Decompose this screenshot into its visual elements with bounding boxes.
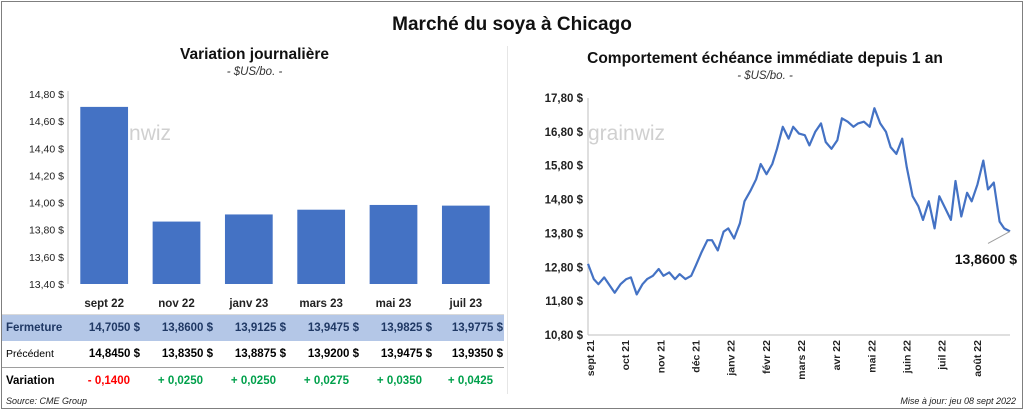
line-chart-title: Comportement échéance immédiate depuis 1… [587,50,943,67]
bar [152,221,201,284]
fermeture-cell: 13,8600 $ [161,322,213,334]
x-tick-label: mars 23 [299,298,342,310]
x-tick-label: oct 21 [620,340,632,371]
variation-cell: - 0,1400 [87,375,130,387]
x-tick-label: juil 22 [937,340,949,371]
x-tick-label: déc 21 [691,340,703,373]
table-row-fermeture: Fermeture 14,7050 $ 13,8600 $ 13,9125 $ … [2,315,504,341]
y-tick-label: 14,40 $ [29,143,64,155]
y-tick-label: 13,40 $ [29,279,64,291]
panel-divider [507,46,508,394]
table-row-variation: Variation - 0,1400 + 0,0250 + 0,0250 + 0… [2,368,504,394]
table-divider [2,314,504,315]
bar [369,204,418,284]
y-tick-label: 14,80 $ [545,195,584,207]
x-tick-label: avr 22 [831,340,843,371]
x-tick-label: janv 23 [228,298,268,310]
x-tick-label: juin 22 [902,340,914,374]
precedent-cell: 14,8450 $ [88,348,140,360]
fermeture-cell: 13,9125 $ [234,322,286,334]
x-tick-label: août 22 [972,340,984,377]
precedent-cell: 13,8875 $ [234,348,286,360]
x-tick-label: nov 22 [158,298,194,310]
x-tick-label: janv 22 [726,340,738,377]
y-tick-label: 12,80 $ [545,262,584,274]
precedent-cell: 13,9350 $ [451,348,503,360]
fermeture-cell: 13,9775 $ [451,322,503,334]
last-value-label: 13,8600 $ [955,251,1017,267]
bar [80,106,129,285]
y-tick-label: 11,80 $ [545,296,583,308]
updated-note: Mise à jour: jeu 08 sept 2022 [900,396,1016,406]
x-tick-label: juil 23 [449,298,483,310]
row-label-variation: Variation [6,375,55,387]
bar-chart-units: - $US/bo. - [226,66,283,78]
fermeture-cell: 13,9475 $ [307,322,359,334]
y-tick-label: 14,80 $ [29,89,64,101]
fermeture-cell: 14,7050 $ [88,322,140,334]
row-label-fermeture: Fermeture [6,322,63,334]
bar-chart: grainwiz 13,40 $13,60 $13,80 $14,00 $14,… [29,89,490,310]
y-tick-label: 16,80 $ [545,127,584,139]
variation-cell: + 0,0350 [376,375,422,387]
row-label-precedent: Précédent [6,348,54,360]
y-tick-label: 14,00 $ [29,198,64,210]
price-table: Fermeture 14,7050 $ 13,8600 $ 13,9125 $ … [2,315,504,394]
x-tick-label: mai 22 [866,340,878,373]
x-tick-label: sept 21 [585,340,597,376]
variation-cell: + 0,0425 [447,375,493,387]
bar [297,209,346,284]
bar [224,214,273,284]
x-tick-label: sept 22 [84,298,124,310]
precedent-cell: 13,8350 $ [161,348,213,360]
y-tick-label: 13,80 $ [29,225,64,237]
x-tick-label: mai 23 [376,298,412,310]
bar [441,205,490,284]
bar-chart-title: Variation journalière [179,46,330,63]
variation-cell: + 0,0250 [230,375,276,387]
table-row-precedent: Précédent 14,8450 $ 13,8350 $ 13,8875 $ … [2,341,504,368]
x-tick-label: nov 21 [655,340,667,373]
page-title: Marché du soya à Chicago [392,14,632,35]
y-tick-label: 17,80 $ [545,93,584,105]
line-chart-units: - $US/bo. - [737,70,793,82]
precedent-cell: 13,9200 $ [307,348,359,360]
variation-cell: + 0,0275 [303,375,349,387]
price-line [586,107,1011,296]
fermeture-cell: 13,9825 $ [380,322,432,334]
line-chart: grainwiz 13,8600 $ 10,80 $ 11,80 $ 12,80 $… [545,93,1018,380]
y-tick-label: 13,60 $ [29,252,64,264]
y-tick-label: 13,80 $ [545,228,584,240]
y-tick-label: 10,80 $ [545,330,584,342]
precedent-cell: 13,9475 $ [380,348,432,360]
y-tick-label: 15,80 $ [545,161,584,173]
last-value-leader [987,230,1011,244]
x-tick-label: févr 22 [761,340,773,374]
grainwiz-watermark: grainwiz [588,122,665,145]
source-note: Source: CME Group [6,396,88,406]
variation-cell: + 0,0250 [157,375,203,387]
x-tick-label: mars 22 [796,340,808,380]
y-tick-label: 14,60 $ [29,116,64,128]
y-tick-label: 14,20 $ [29,170,64,182]
